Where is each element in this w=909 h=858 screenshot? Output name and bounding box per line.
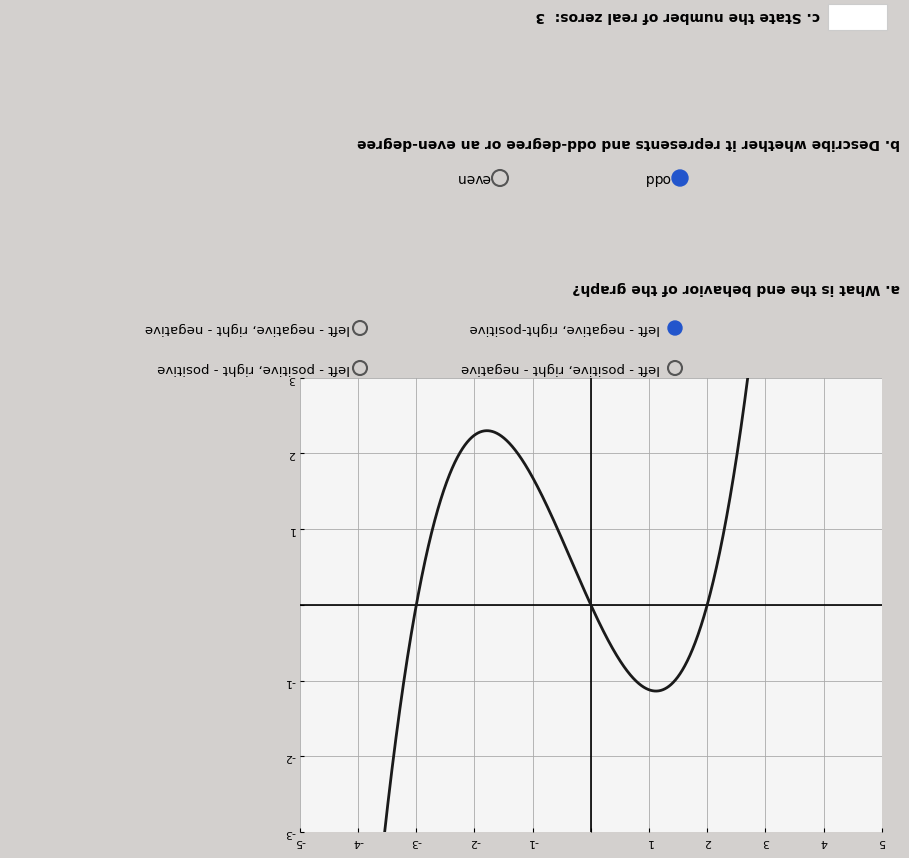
Circle shape <box>668 321 682 335</box>
Text: left - negative, right - negative: left - negative, right - negative <box>145 322 350 335</box>
Circle shape <box>672 170 688 186</box>
Text: left - negative, right-positive: left - negative, right-positive <box>470 322 660 335</box>
Text: b. Describe whether it represents and odd-degree or an even-degree: b. Describe whether it represents and od… <box>357 136 900 150</box>
Text: left - positive, right - negative: left - positive, right - negative <box>461 361 660 374</box>
Text: odd: odd <box>644 171 670 185</box>
Text: a. What is the end behavior of the graph?: a. What is the end behavior of the graph… <box>573 281 900 295</box>
Text: even: even <box>456 171 490 185</box>
Text: c. State the number of real zeros:  3: c. State the number of real zeros: 3 <box>535 9 820 23</box>
Text: left - positive, right - positive: left - positive, right - positive <box>157 361 350 374</box>
FancyBboxPatch shape <box>828 4 887 30</box>
